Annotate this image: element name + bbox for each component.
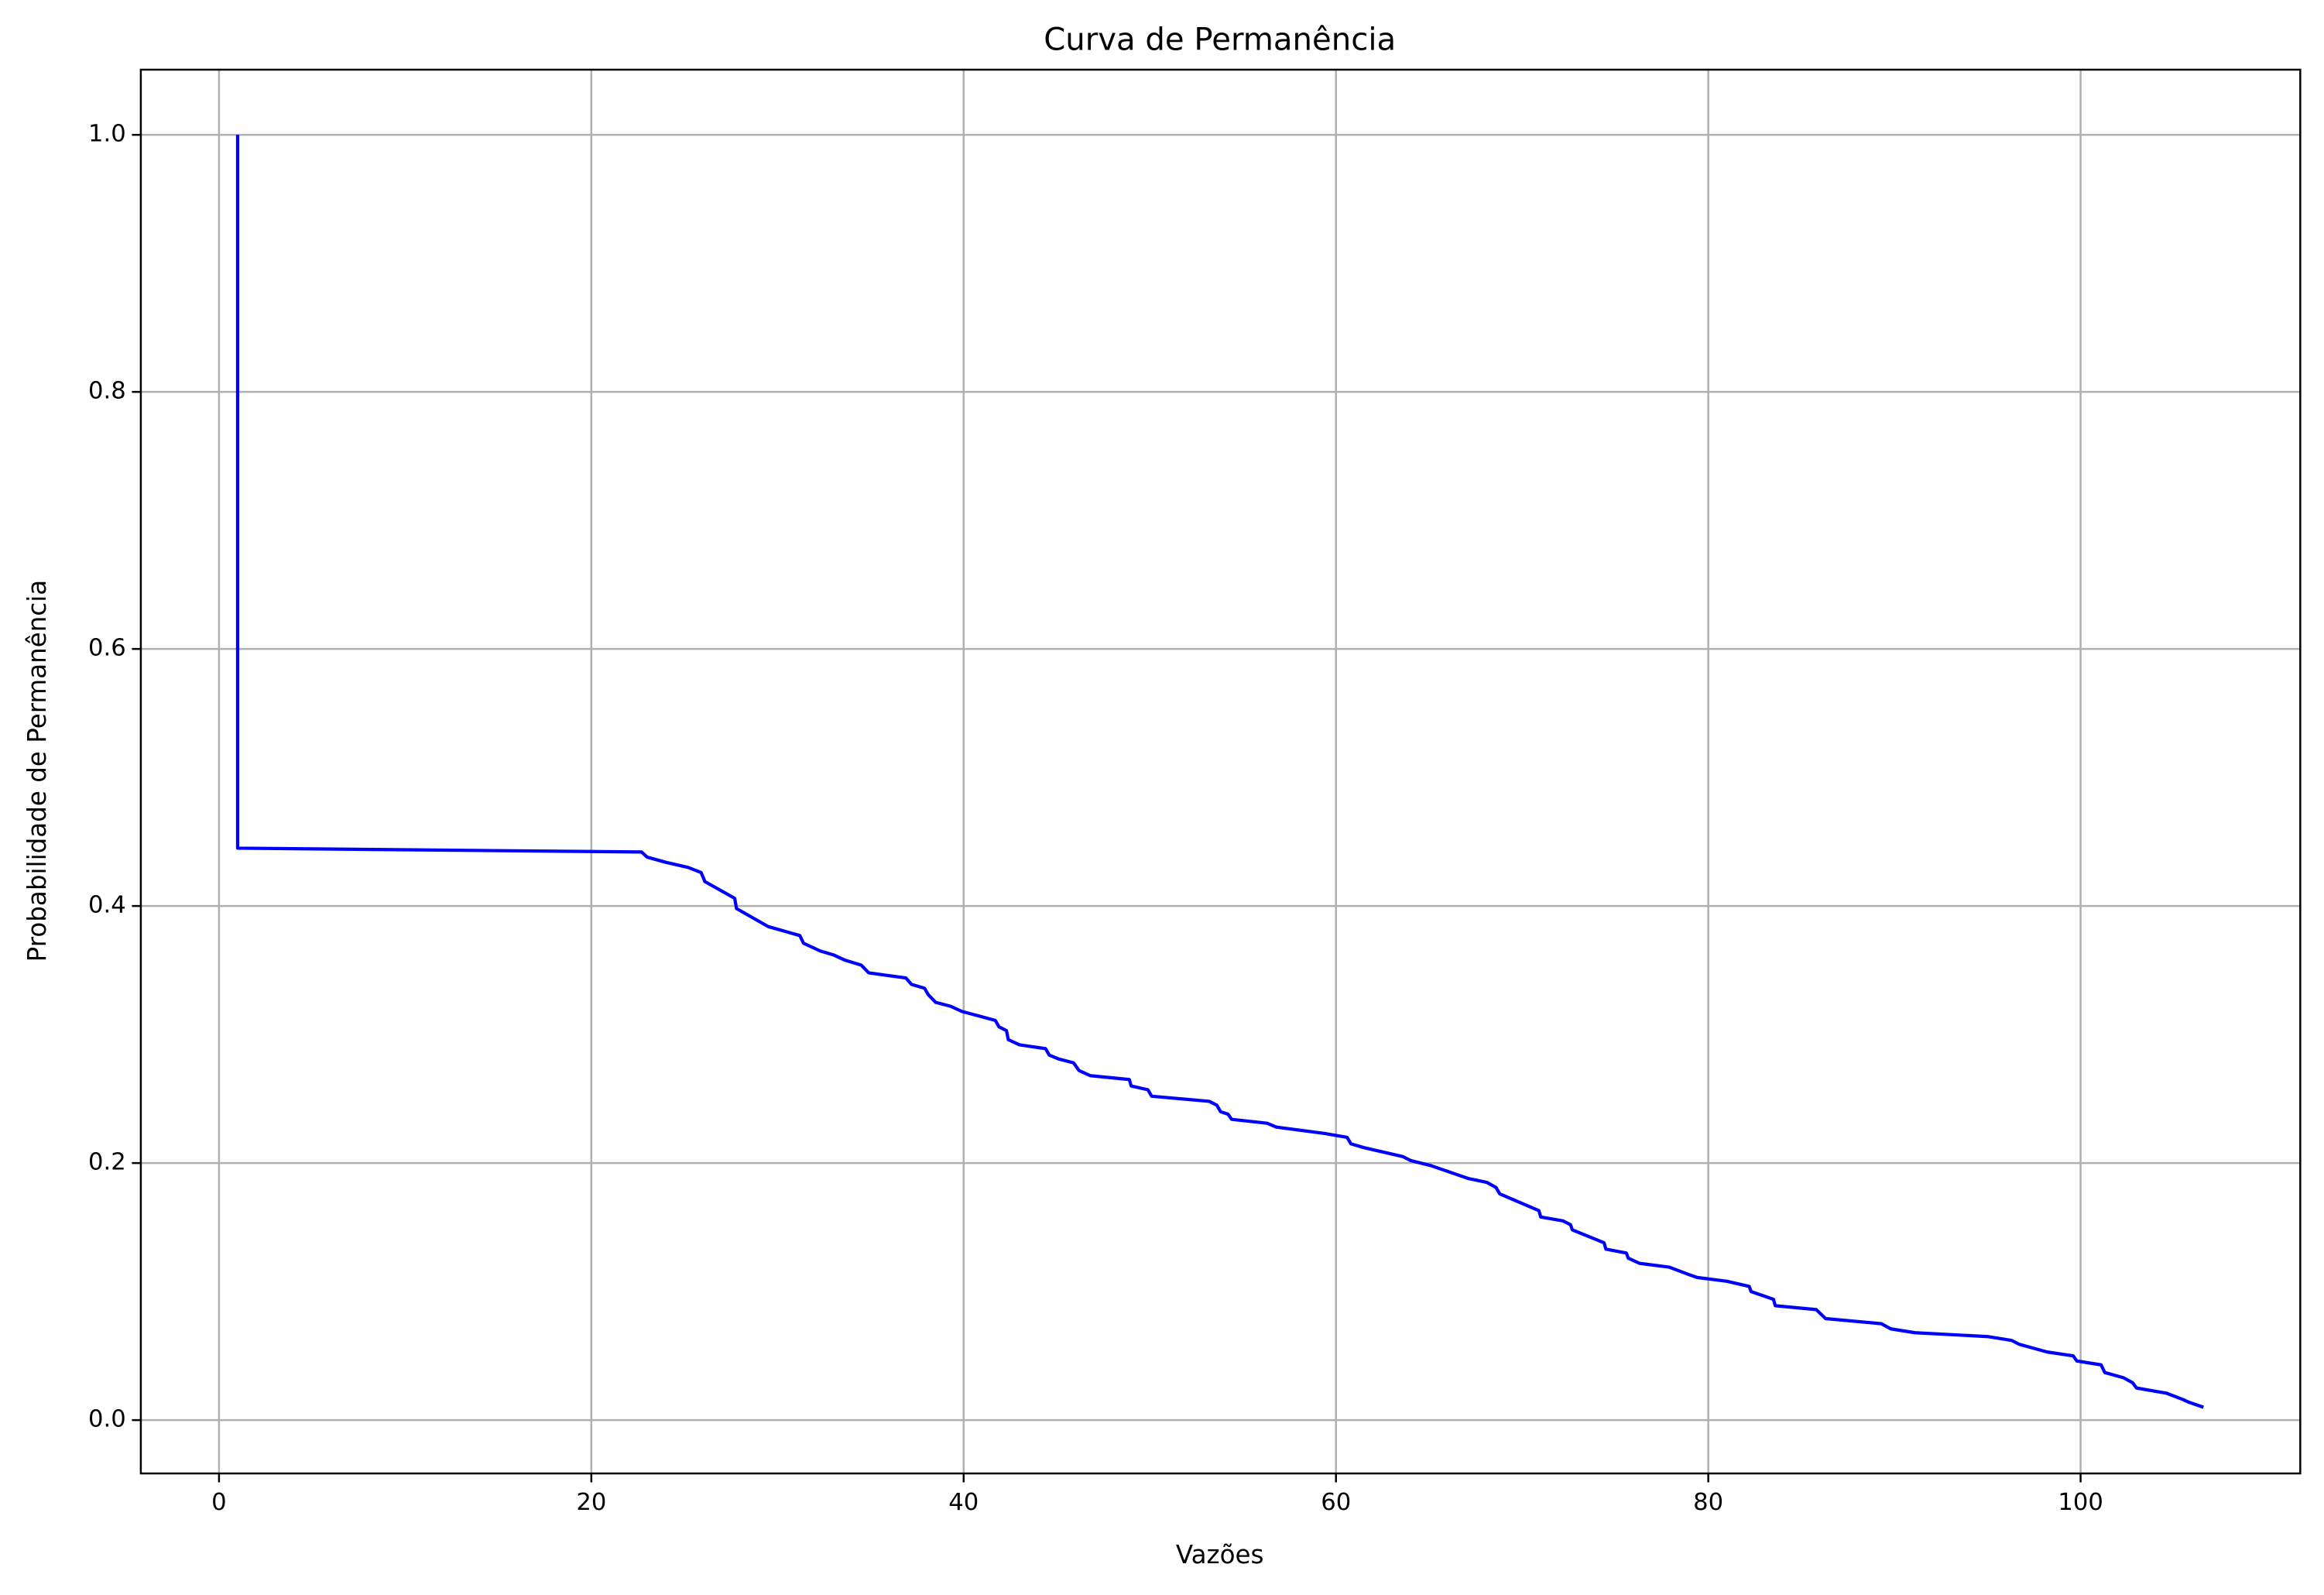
y-tick-label: 0.0 bbox=[88, 1406, 126, 1433]
y-tick-label: 0.4 bbox=[88, 892, 126, 919]
x-tick-label: 60 bbox=[1321, 1489, 1351, 1516]
x-tick-label: 100 bbox=[2058, 1489, 2103, 1516]
plot-area bbox=[235, 135, 2204, 1409]
y-tick-label: 0.6 bbox=[88, 635, 126, 662]
x-tick-label: 20 bbox=[576, 1489, 606, 1516]
chart-title: Curva de Permanência bbox=[1044, 22, 1396, 58]
axes-frame bbox=[139, 68, 2302, 1475]
ticks: 0 20 40 60 80 100 0.0 0.2 0.4 0.6 0.8 1.0 bbox=[88, 121, 2103, 1516]
grid bbox=[140, 69, 2301, 1474]
line-series bbox=[235, 135, 2204, 1409]
y-tick-label: 1.0 bbox=[88, 121, 126, 148]
x-tick-label: 80 bbox=[1693, 1489, 1723, 1516]
y-axis-label: Probabilidade de Permanência bbox=[22, 580, 52, 962]
y-tick-label: 0.8 bbox=[88, 378, 126, 405]
x-axis-label: Vazões bbox=[1176, 1540, 1264, 1569]
y-tick-label: 0.2 bbox=[88, 1149, 126, 1176]
x-tick-label: 40 bbox=[948, 1489, 979, 1516]
x-tick-label: 0 bbox=[211, 1489, 227, 1516]
